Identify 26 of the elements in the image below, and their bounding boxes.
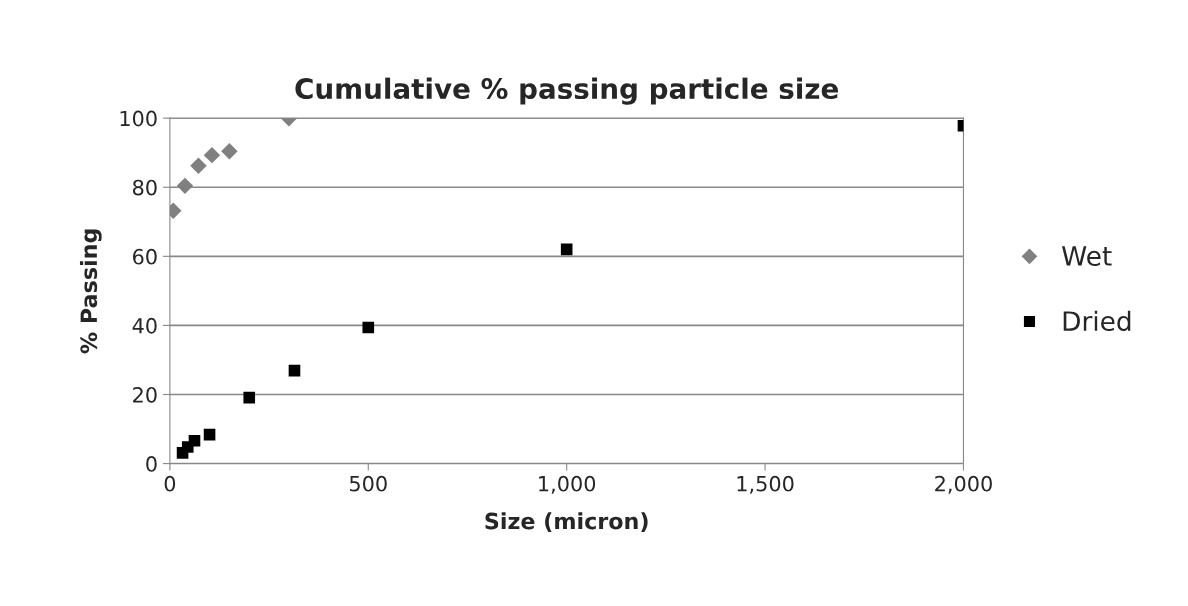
y-tick-label: 20	[133, 386, 157, 403]
point	[190, 157, 207, 175]
point	[288, 364, 301, 377]
chart-title: Cumulative % passing particle size	[295, 77, 838, 105]
y-tick-label: 0	[146, 456, 157, 472]
y-tick-label: 100	[120, 110, 157, 127]
x-tick-label: 1,000	[539, 475, 596, 494]
x-tick-label: 2,000	[935, 475, 992, 494]
y-tick-label: 60	[133, 248, 157, 265]
x-tick-label: 1,500	[737, 475, 794, 494]
point	[203, 146, 221, 164]
point	[560, 243, 573, 256]
legend-label: Wet	[1062, 246, 1112, 266]
point	[176, 177, 194, 195]
point	[221, 143, 238, 160]
x-tick-label: 500	[350, 475, 387, 492]
point	[362, 321, 375, 334]
point	[188, 434, 201, 447]
x-tick-label: 0	[164, 475, 176, 492]
legend-label: Dried	[1063, 310, 1131, 332]
y-tick-label: 80	[132, 179, 157, 196]
point	[243, 391, 256, 404]
y-axis-title: % Passing	[79, 229, 102, 354]
y-tick-label: 40	[132, 317, 157, 334]
point	[203, 428, 216, 441]
x-axis-title: Size (micron)	[485, 512, 648, 533]
